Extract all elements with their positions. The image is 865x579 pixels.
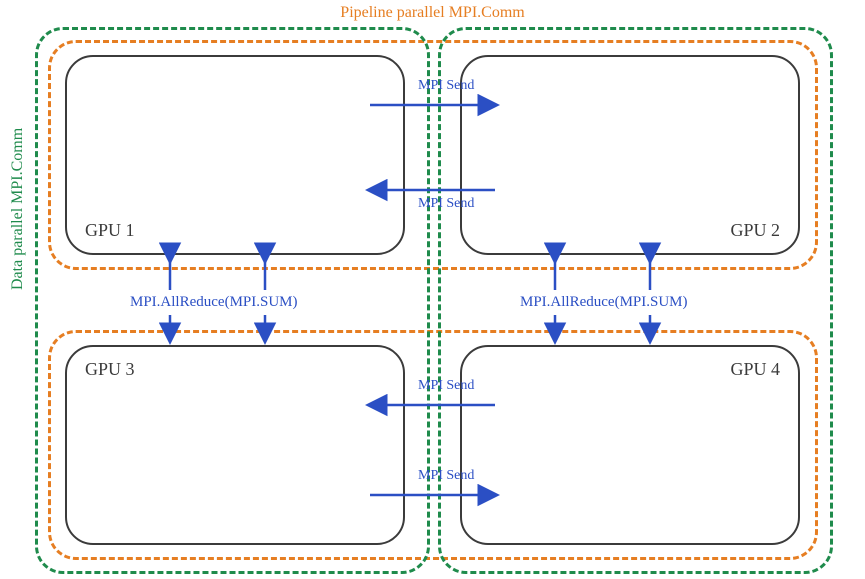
gpu-3-label: GPU 3 bbox=[85, 359, 135, 380]
allreduce-label-right: MPI.AllReduce(MPI.SUM) bbox=[510, 290, 698, 315]
gpu-4-box: GPU 4 bbox=[460, 345, 800, 545]
title-pipeline: Pipeline parallel MPI.Comm bbox=[340, 4, 524, 22]
gpu-2-label: GPU 2 bbox=[730, 220, 780, 241]
gpu-1-label: GPU 1 bbox=[85, 220, 135, 241]
gpu-4-label: GPU 4 bbox=[730, 359, 780, 380]
allreduce-label-left: MPI.AllReduce(MPI.SUM) bbox=[120, 290, 308, 315]
mpi-send-label: MPI Send bbox=[418, 196, 474, 212]
mpi-send-label: MPI Send bbox=[418, 378, 474, 394]
mpi-send-label: MPI Send bbox=[418, 78, 474, 94]
diagram-root: Pipeline parallel MPI.Comm Data parallel… bbox=[0, 0, 865, 579]
gpu-1-box: GPU 1 bbox=[65, 55, 405, 255]
title-data-parallel: Data parallel MPI.Comm bbox=[9, 127, 27, 289]
mpi-send-label: MPI Send bbox=[418, 468, 474, 484]
gpu-3-box: GPU 3 bbox=[65, 345, 405, 545]
gpu-2-box: GPU 2 bbox=[460, 55, 800, 255]
